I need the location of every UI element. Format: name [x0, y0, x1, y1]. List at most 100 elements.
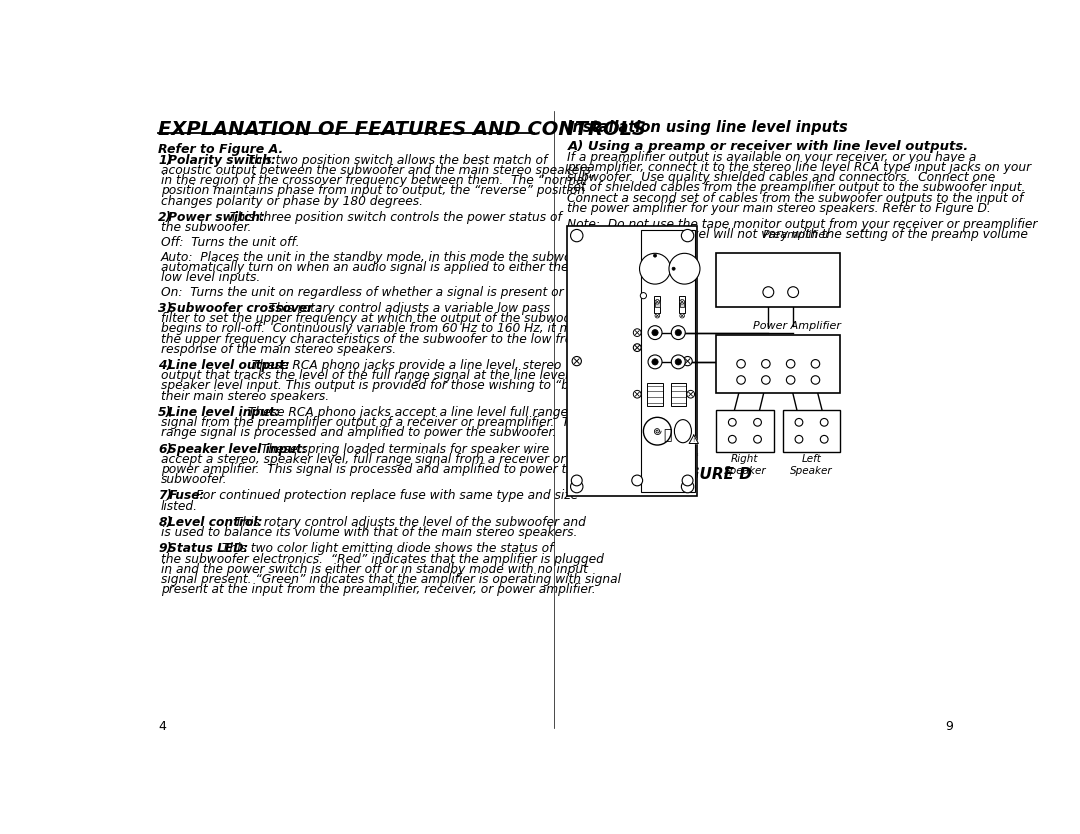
Text: set of shielded cables from the preamplifier output to the subwoofer input.: set of shielded cables from the preampli… [567, 181, 1026, 194]
Text: the subwoofer electronics.  “Red” indicates that the amplifier is plugged: the subwoofer electronics. “Red” indicat… [161, 553, 604, 565]
Text: EXPLANATION OF FEATURES AND CONTROLS: EXPLANATION OF FEATURES AND CONTROLS [159, 120, 646, 139]
Bar [783, 409, 840, 452]
Text: Power Amplifier: Power Amplifier [753, 321, 841, 331]
Circle shape [811, 376, 820, 384]
Text: Line level input:: Line level input: [168, 406, 280, 419]
Circle shape [811, 359, 820, 368]
Circle shape [656, 314, 660, 318]
Text: This rotary control adjusts a variable low pass: This rotary control adjusts a variable l… [261, 302, 550, 315]
Text: These spring loaded terminals for speaker wire: These spring loaded terminals for speake… [257, 443, 549, 455]
Text: Ⓤ: Ⓤ [663, 428, 672, 442]
Circle shape [644, 417, 672, 445]
Circle shape [570, 229, 583, 242]
Text: 0°: 0° [674, 294, 678, 298]
Text: Level control:: Level control: [168, 516, 264, 529]
Text: Subwoofer crossover :: Subwoofer crossover : [168, 302, 323, 315]
Text: acoustic output between the subwoofer and the main stereo speakers: acoustic output between the subwoofer an… [161, 164, 590, 177]
Text: 60 Hz: 60 Hz [637, 251, 651, 256]
Text: Auto: Auto [646, 299, 656, 304]
Circle shape [652, 359, 658, 365]
Circle shape [572, 356, 581, 366]
Text: +: + [786, 359, 795, 369]
Text: Installation using line level inputs: Installation using line level inputs [567, 120, 848, 135]
Text: -: - [650, 407, 652, 412]
Text: On: On [648, 294, 654, 298]
Text: RISK OF FIRE
REPLACE FUSE
AS MARKED: RISK OF FIRE REPLACE FUSE AS MARKED [667, 448, 698, 461]
Text: accept a stereo, speaker level, full range signal from a receiver or: accept a stereo, speaker level, full ran… [161, 453, 565, 465]
Text: Crossover
Frequency: Crossover Frequency [672, 240, 697, 251]
Circle shape [683, 356, 692, 366]
Circle shape [672, 326, 685, 339]
Text: 120VAC
100 Watts
60 Hz
300mA: 120VAC 100 Watts 60 Hz 300mA [647, 448, 667, 466]
Text: present at the input from the preamplifier, receiver, or power amplifier.: present at the input from the preamplifi… [161, 583, 595, 596]
Text: Power switch:: Power switch: [168, 211, 266, 224]
Circle shape [679, 314, 685, 318]
Text: 7): 7) [159, 490, 173, 502]
Circle shape [571, 475, 582, 486]
Text: the power amplifier for your main stereo speakers. Refer to Figure D.: the power amplifier for your main stereo… [567, 202, 991, 214]
Text: Auto:  Places the unit in the standby mode, in this mode the subwoofer will: Auto: Places the unit in the standby mod… [161, 251, 620, 264]
Text: This three position switch controls the power status of: This three position switch controls the … [227, 211, 563, 224]
Bar [716, 254, 840, 307]
Text: -: - [730, 435, 734, 445]
Circle shape [728, 419, 737, 426]
Text: -: - [730, 417, 734, 427]
Text: Line
In: Line In [634, 331, 645, 342]
Text: control.: control. [567, 239, 613, 251]
Text: 6): 6) [159, 443, 173, 455]
Bar [679, 296, 685, 313]
Text: 60 Hz: 60 Hz [637, 259, 651, 264]
Text: Fuse:: Fuse: [168, 490, 205, 502]
Circle shape [821, 435, 828, 443]
Text: filter to set the upper frequency at which the output of the subwoofer: filter to set the upper frequency at whi… [161, 312, 588, 325]
Circle shape [648, 355, 662, 369]
Text: speaker level input. This output is provided for those wishing to “bi-amplify”: speaker level input. This output is prov… [161, 379, 629, 393]
Text: +: + [795, 417, 804, 427]
Circle shape [795, 435, 802, 443]
Circle shape [672, 267, 675, 270]
Text: 8): 8) [159, 516, 173, 529]
Text: Status LED:: Status LED: [168, 542, 248, 555]
Text: L: L [812, 282, 826, 302]
Circle shape [821, 419, 828, 426]
Text: -: - [822, 435, 826, 445]
Text: -: - [658, 407, 660, 412]
Text: +: + [795, 435, 804, 445]
Text: listed.: listed. [161, 500, 198, 513]
Text: L: L [812, 342, 824, 360]
Circle shape [687, 390, 694, 398]
Bar [654, 296, 661, 313]
Text: 4): 4) [159, 359, 173, 372]
Text: -: - [681, 407, 684, 412]
Text: the subwoofer.: the subwoofer. [161, 221, 251, 234]
Text: Level: Level [648, 240, 662, 245]
Text: +: + [657, 376, 661, 381]
Text: automatically turn on when an audio signal is applied to either the high or: automatically turn on when an audio sign… [161, 261, 615, 274]
Text: -: - [813, 359, 818, 369]
Text: Off:  Turns the unit off.: Off: Turns the unit off. [161, 236, 299, 249]
Text: +: + [754, 417, 761, 427]
Text: +: + [672, 376, 677, 381]
Text: This rotary control adjusts the level of the subwoofer and: This rotary control adjusts the level of… [231, 516, 585, 529]
Circle shape [633, 344, 642, 351]
Text: Left: Left [674, 380, 683, 385]
Text: These RCA phono jacks accept a line level full range: These RCA phono jacks accept a line leve… [244, 406, 568, 419]
Text: Line level output:: Line level output: [168, 359, 291, 372]
Ellipse shape [674, 420, 691, 443]
Circle shape [737, 376, 745, 384]
Text: Line
Out: Line Out [634, 360, 645, 371]
Text: Right: Right [648, 322, 662, 327]
Circle shape [672, 355, 685, 369]
Bar [642, 230, 694, 492]
Bar [567, 226, 697, 496]
Circle shape [669, 254, 700, 284]
Text: -: - [674, 407, 675, 412]
Text: Hi
Level
In: Hi Level In [633, 388, 646, 404]
Text: 1): 1) [159, 154, 173, 167]
Circle shape [754, 419, 761, 426]
Text: On:  Turns the unit on regardless of whether a signal is present or not.: On: Turns the unit on regardless of whet… [161, 286, 591, 299]
Circle shape [761, 376, 770, 384]
Text: signal from the preamplifier output of a receiver or preamplifier.  This full: signal from the preamplifier output of a… [161, 416, 609, 429]
Text: 160 Hz: 160 Hz [662, 251, 679, 256]
Text: 2): 2) [159, 211, 173, 224]
